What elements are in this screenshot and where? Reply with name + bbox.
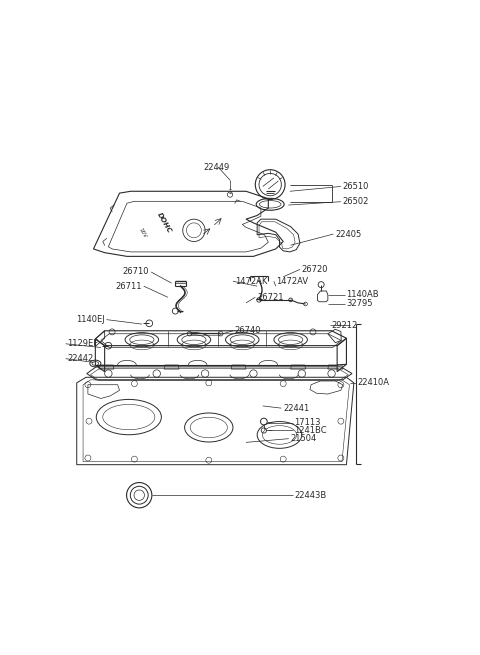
Text: 1129EF: 1129EF (67, 339, 98, 348)
Text: 26502: 26502 (343, 197, 369, 206)
Text: 22441: 22441 (283, 403, 310, 413)
Text: 16V: 16V (137, 227, 147, 239)
Text: 21504: 21504 (290, 434, 317, 443)
Text: 22443B: 22443B (294, 491, 326, 500)
Text: 26740: 26740 (235, 326, 261, 335)
Text: 26711: 26711 (115, 282, 142, 291)
Text: 22405: 22405 (335, 229, 361, 238)
Text: 26720: 26720 (302, 265, 328, 274)
Text: 1472AK: 1472AK (235, 277, 267, 286)
Text: 32795: 32795 (347, 299, 373, 309)
Text: 17113: 17113 (294, 418, 321, 427)
Text: 26721: 26721 (257, 293, 284, 302)
Text: 26710: 26710 (123, 267, 149, 276)
Text: 1140EJ: 1140EJ (76, 315, 105, 324)
Text: 22449: 22449 (203, 162, 229, 172)
Text: 22442: 22442 (67, 354, 94, 363)
Text: 1241BC: 1241BC (294, 426, 327, 435)
Text: 1140AB: 1140AB (347, 290, 379, 299)
Text: 22410A: 22410A (358, 379, 390, 387)
Text: 29212: 29212 (332, 321, 358, 329)
Text: 1472AV: 1472AV (276, 277, 308, 286)
Text: DOHC: DOHC (156, 212, 172, 234)
Text: 26510: 26510 (343, 182, 369, 191)
